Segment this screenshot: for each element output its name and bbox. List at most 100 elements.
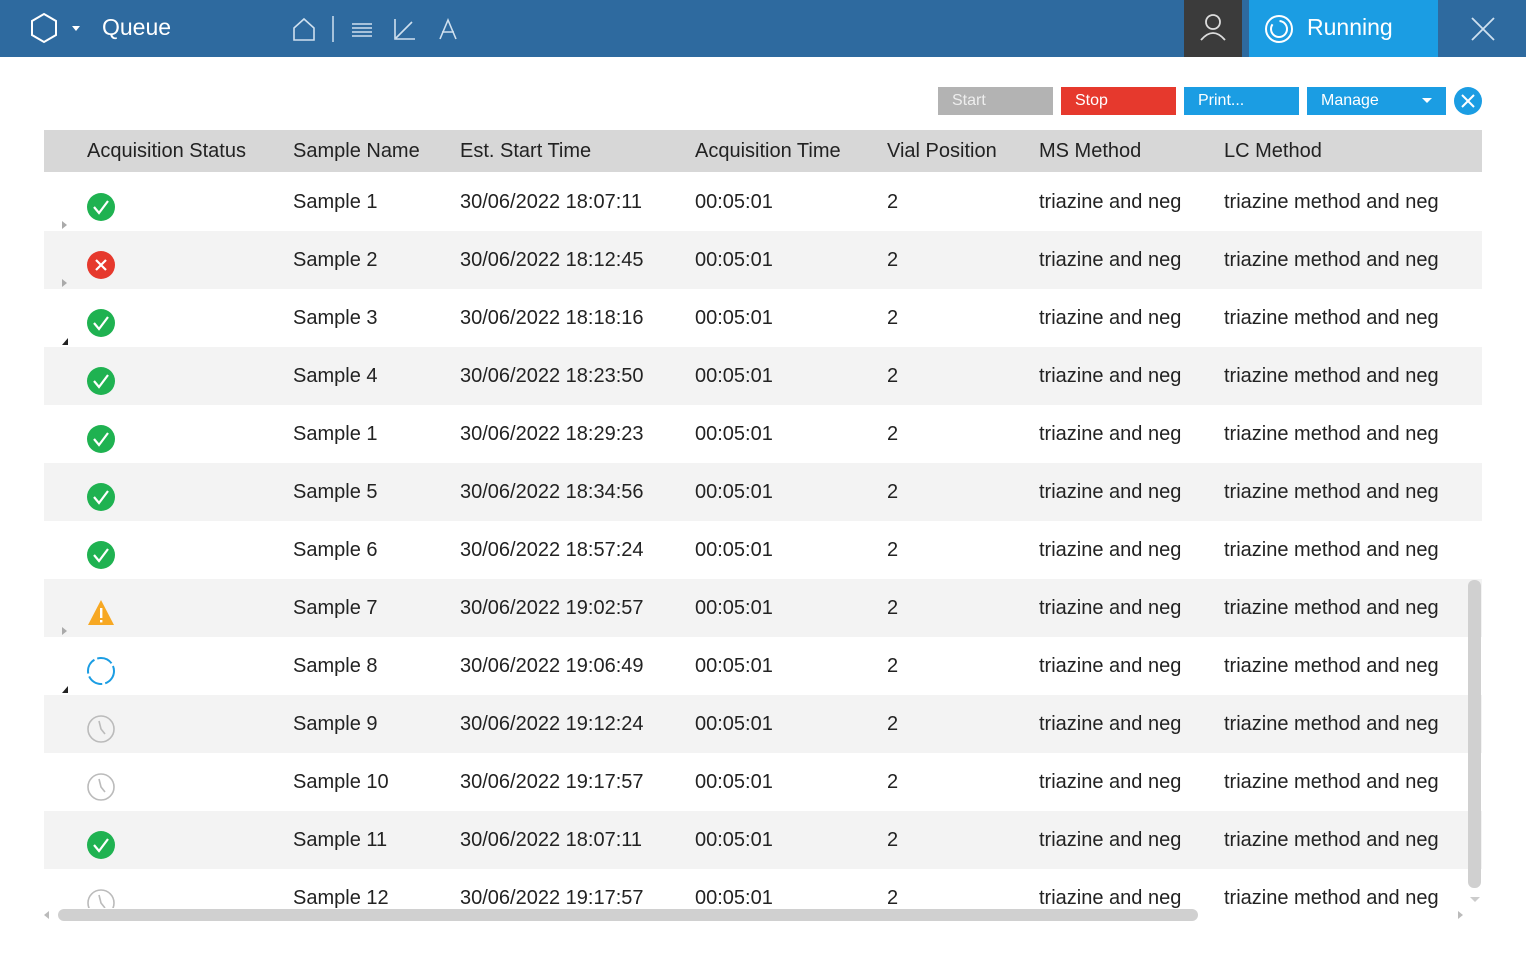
column-header: Acquisition Time (695, 140, 841, 162)
expand-toggle[interactable] (60, 660, 70, 718)
status-icon (86, 593, 116, 651)
vertical-scrollbar[interactable] (1468, 580, 1481, 888)
table-cell: triazine and neg (1039, 713, 1182, 735)
table-body: Sample 1 30/06/2022 18:07:11 00:05:01 2 tria… (44, 173, 1482, 908)
table-cell: 00:05:01 (695, 887, 773, 908)
expand-toggle[interactable] (60, 602, 70, 660)
table-cell: 00:05:01 (695, 423, 773, 445)
expand-toggle[interactable] (60, 312, 70, 370)
table-cell: triazine and neg (1039, 829, 1182, 851)
status-icon (86, 361, 116, 419)
expand-toggle[interactable] (60, 254, 70, 312)
status-icon (86, 767, 116, 825)
table-cell: 2 (887, 365, 899, 387)
status-icon (86, 303, 116, 361)
table-cell: 30/06/2022 18:07:11 (460, 191, 643, 213)
table-cell: 2 (887, 713, 899, 735)
table-cell: triazine method and neg (1224, 191, 1439, 213)
stop-button[interactable]: Stop (1061, 87, 1176, 115)
table-cell: triazine method and neg (1224, 771, 1439, 793)
app-menu[interactable] (28, 12, 88, 46)
user-button[interactable] (1184, 0, 1242, 57)
close-queue-button[interactable] (1453, 86, 1483, 116)
column-header: Vial Position (887, 140, 997, 162)
status-icon (86, 535, 116, 593)
table-cell: triazine method and neg (1224, 713, 1439, 735)
manage-button[interactable]: Manage (1307, 87, 1446, 115)
table-cell: 2 (887, 829, 899, 851)
table-cell: triazine and neg (1039, 539, 1182, 561)
start-button[interactable]: Start (938, 87, 1053, 115)
table-cell: 2 (887, 539, 899, 561)
column-header: Acquisition Status (87, 140, 246, 162)
table-cell: 00:05:01 (695, 481, 773, 503)
table-cell: 00:05:01 (695, 539, 773, 561)
status-label: Running (1307, 14, 1393, 40)
table-cell: 2 (887, 655, 899, 677)
column-header: MS Method (1039, 140, 1142, 162)
table-row[interactable]: Sample 3 30/06/2022 18:18:16 00:05:01 2 tria… (44, 289, 1482, 347)
table-cell: 30/06/2022 19:17:57 (460, 887, 644, 908)
table-cell: triazine and neg (1039, 423, 1182, 445)
table-cell: triazine and neg (1039, 597, 1182, 619)
queue-icon[interactable] (352, 23, 372, 37)
table-cell: triazine method and neg (1224, 887, 1439, 908)
print-button[interactable]: Print... (1184, 87, 1299, 115)
table-cell: triazine and neg (1039, 365, 1182, 387)
table-cell: 30/06/2022 19:06:49 (460, 655, 644, 677)
table-row[interactable]: Sample 12 30/06/2022 19:17:57 00:05:01 2 tri… (44, 869, 1482, 908)
table-cell: Sample 7 (293, 597, 378, 619)
status-button[interactable]: Running (1249, 0, 1438, 57)
status-icon (86, 883, 116, 908)
table-row[interactable]: Sample 10 30/06/2022 19:17:57 00:05:01 2 tri… (44, 753, 1482, 811)
table-cell: Sample 3 (293, 307, 378, 329)
table-cell: triazine method and neg (1224, 539, 1439, 561)
table-cell: Sample 11 (293, 829, 388, 851)
table-cell: 00:05:01 (695, 597, 773, 619)
table-cell: triazine and neg (1039, 887, 1182, 908)
table-cell: 00:05:01 (695, 771, 773, 793)
horizontal-scrollbar[interactable] (58, 909, 1198, 921)
table-cell: 30/06/2022 19:12:24 (460, 713, 644, 735)
column-header: Est. Start Time (460, 140, 592, 162)
table-cell: 30/06/2022 19:02:57 (460, 597, 644, 619)
home-icon[interactable] (293, 17, 315, 41)
table-row[interactable]: Sample 8 30/06/2022 19:06:49 00:05:01 2 tria… (44, 637, 1482, 695)
table-row[interactable]: Sample 1 30/06/2022 18:07:11 00:05:01 2 tria… (44, 173, 1482, 231)
peak-icon[interactable] (439, 17, 457, 40)
status-icon (86, 477, 116, 535)
table-cell: triazine and neg (1039, 771, 1182, 793)
chart-icon[interactable] (394, 19, 415, 40)
table-cell: 2 (887, 597, 899, 619)
table-row[interactable]: Sample 5 30/06/2022 18:34:56 00:05:01 2 tria… (44, 463, 1482, 521)
table-cell: triazine method and neg (1224, 365, 1439, 387)
table-cell: 00:05:01 (695, 713, 773, 735)
close-button[interactable] (1468, 14, 1498, 44)
table-header: Acquisition Status Sample Name Est. Start … (44, 130, 1482, 172)
table-row[interactable]: Sample 2 30/06/2022 18:12:45 00:05:01 2 tria… (44, 231, 1482, 289)
table-cell: 00:05:01 (695, 829, 773, 851)
expand-toggle[interactable] (60, 196, 70, 254)
table-cell: triazine and neg (1039, 655, 1182, 677)
table-cell: 30/06/2022 18:12:45 (460, 249, 644, 271)
table-row[interactable]: Sample 9 30/06/2022 19:12:24 00:05:01 2 tria… (44, 695, 1482, 753)
table-cell: 00:05:01 (695, 655, 773, 677)
table-row[interactable]: Sample 11 30/06/2022 18:07:11 00:05:01 2 tri… (44, 811, 1482, 869)
table-cell: Sample 4 (293, 365, 378, 387)
page-title: Queue (102, 14, 172, 40)
table-cell: triazine and neg (1039, 191, 1182, 213)
table-cell: Sample 9 (293, 713, 378, 735)
status-icon (86, 245, 116, 303)
table-row[interactable]: Sample 6 30/06/2022 18:57:24 00:05:01 2 tria… (44, 521, 1482, 579)
table-cell: 00:05:01 (695, 191, 773, 213)
manage-label: Manage (1321, 92, 1379, 109)
table-row[interactable]: Sample 1 30/06/2022 18:29:23 00:05:01 2 tria… (44, 405, 1482, 463)
table-row[interactable]: Sample 7 30/06/2022 19:02:57 00:05:01 2 tria… (44, 579, 1482, 637)
table-row[interactable]: Sample 4 30/06/2022 18:23:50 00:05:01 2 tria… (44, 347, 1482, 405)
table-cell: 30/06/2022 19:17:57 (460, 771, 644, 793)
table-cell: triazine and neg (1039, 249, 1182, 271)
table-cell: triazine method and neg (1224, 249, 1439, 271)
status-icon (86, 187, 116, 245)
table-cell: Sample 10 (293, 771, 389, 793)
